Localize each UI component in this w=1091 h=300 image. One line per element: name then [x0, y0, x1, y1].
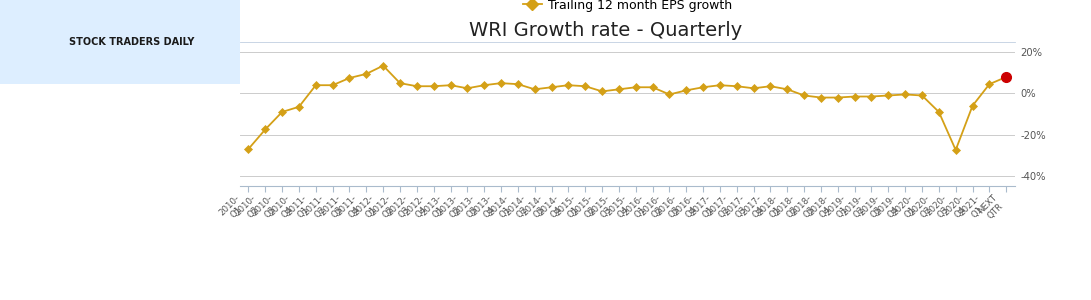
Text: WRI Growth rate - Quarterly: WRI Growth rate - Quarterly — [469, 21, 742, 40]
Legend: Trailing 12 month EPS growth: Trailing 12 month EPS growth — [518, 0, 736, 16]
Text: STOCK TRADERS DAILY: STOCK TRADERS DAILY — [70, 37, 194, 47]
